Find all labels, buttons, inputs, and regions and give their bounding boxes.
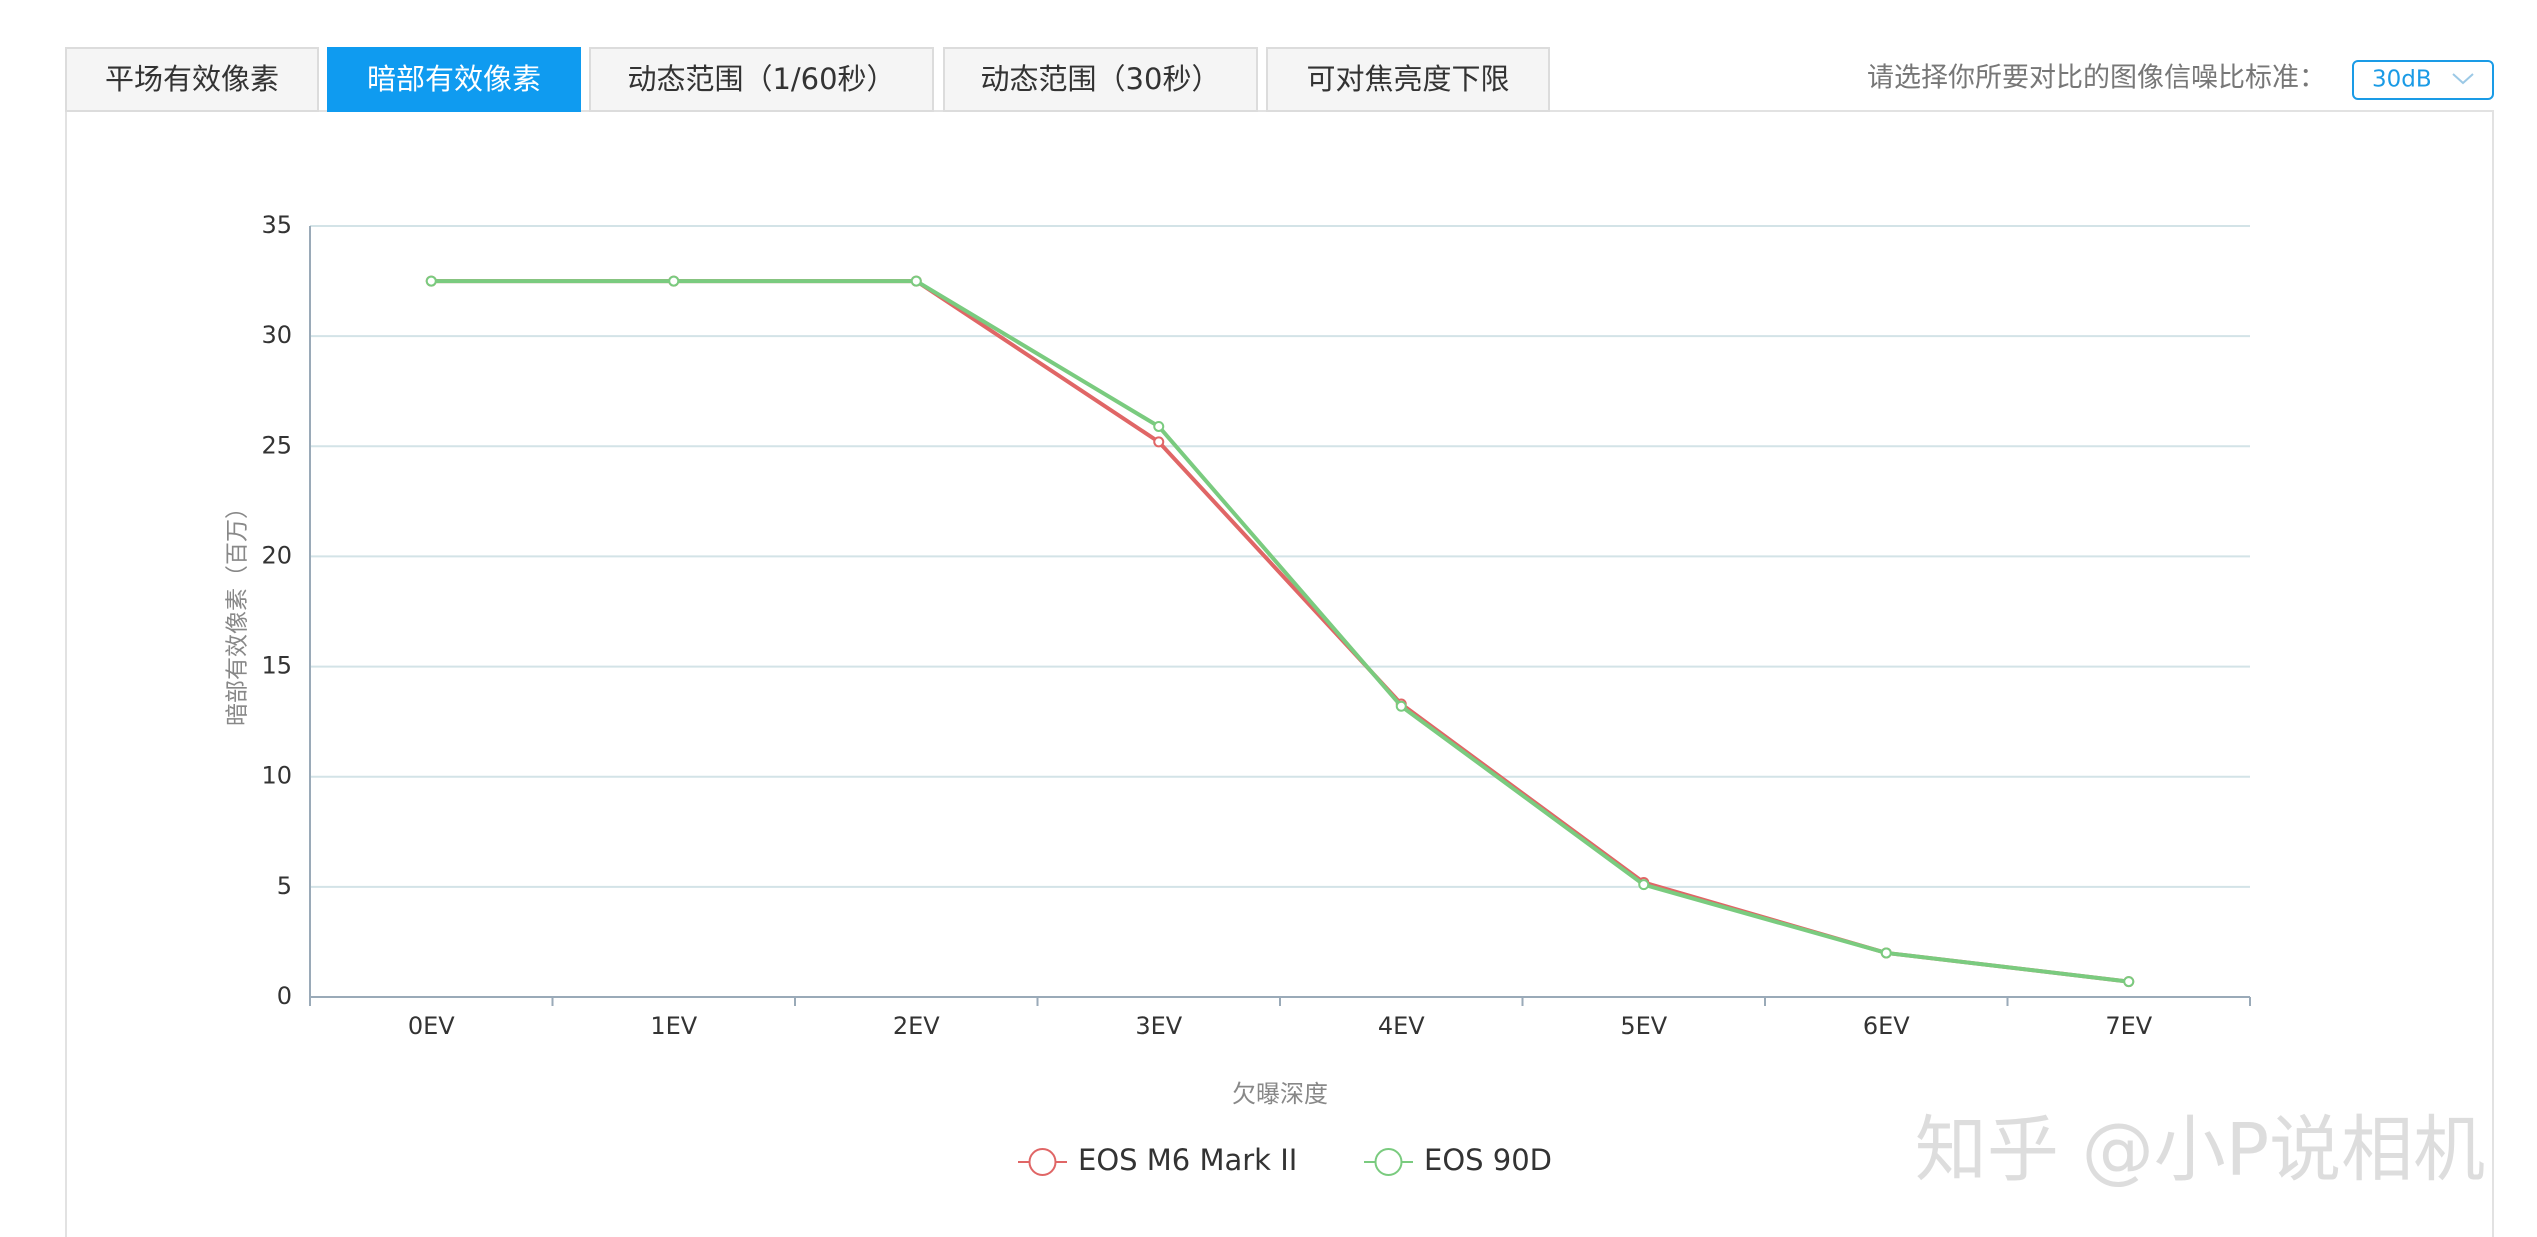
tab-bar: 平场有效像素 暗部有效像素 动态范围（1/60秒） 动态范围（30秒） 可对焦亮度下限 [65, 47, 1550, 112]
y-axis-label: 暗部有效像素（百万） [225, 496, 251, 726]
x-tick-label: 7EV [2105, 1012, 2152, 1040]
series-line [431, 279, 2129, 984]
data-point [910, 275, 922, 287]
snr-select[interactable] [2352, 60, 2494, 100]
tab-label[interactable]: 动态范围（30秒） [981, 62, 1221, 96]
dropdown-arrow [2452, 73, 2474, 85]
y-tick-label: 10 [261, 762, 292, 790]
plot: 0 5 10 15 20 25 30 35 0EV 1EV 2EV 3EV 4EV 5EV 6EV 7EV EO… [261, 211, 2251, 1177]
tab[interactable] [65, 47, 319, 112]
y-tick-label: 35 [261, 211, 292, 239]
x-axis-label: 欠曝深度 [1232, 1080, 1328, 1108]
tab-label[interactable]: 可对焦亮度下限 [1306, 62, 1509, 96]
x-tick-label: 6EV [1863, 1012, 1910, 1040]
data-point [668, 275, 680, 287]
x-tick-label: 1EV [650, 1012, 697, 1040]
y-tick-label: 0 [277, 982, 292, 1010]
x-tick-label: 5EV [1620, 1012, 1667, 1040]
legend-label[interactable]: EOS M6 Mark II [1078, 1143, 1297, 1177]
select-value[interactable]: 30dB [2372, 67, 2432, 93]
data-point [425, 275, 437, 287]
y-tick-label: 25 [261, 431, 292, 459]
data-point [1880, 947, 1892, 959]
tab[interactable] [589, 47, 934, 112]
watermark: 知乎 @小P说相机 [1915, 1108, 2485, 1192]
y-tick-label: 30 [261, 321, 292, 349]
x-tick-label: 4EV [1378, 1012, 1425, 1040]
legend-marker [1374, 1148, 1403, 1176]
panel [65, 110, 2494, 1237]
data-point [1638, 879, 1650, 891]
x-tick-label: 2EV [893, 1012, 940, 1040]
y-tick-label: 15 [261, 652, 292, 680]
y-tick-label: 5 [277, 872, 292, 900]
tab-label[interactable]: 平场有效像素 [105, 62, 279, 96]
y-tick-label: 20 [261, 541, 292, 569]
tab[interactable] [1266, 47, 1550, 112]
data-point [1395, 700, 1407, 712]
tab-label[interactable]: 暗部有效像素 [367, 62, 541, 96]
data-point [1153, 436, 1165, 448]
legend-label[interactable]: EOS 90D [1424, 1143, 1552, 1177]
data-point [1153, 420, 1165, 432]
x-tick-label: 0EV [408, 1012, 455, 1040]
legend-marker [1028, 1148, 1057, 1176]
tab-label[interactable]: 动态范围（1/60秒） [627, 62, 895, 96]
tab[interactable] [327, 47, 581, 112]
tab[interactable] [943, 47, 1258, 112]
x-tick-label: 3EV [1135, 1012, 1182, 1040]
data-point [2123, 976, 2135, 988]
selector-label: 请选择你所要对比的图像信噪比标准： [1867, 63, 2326, 94]
